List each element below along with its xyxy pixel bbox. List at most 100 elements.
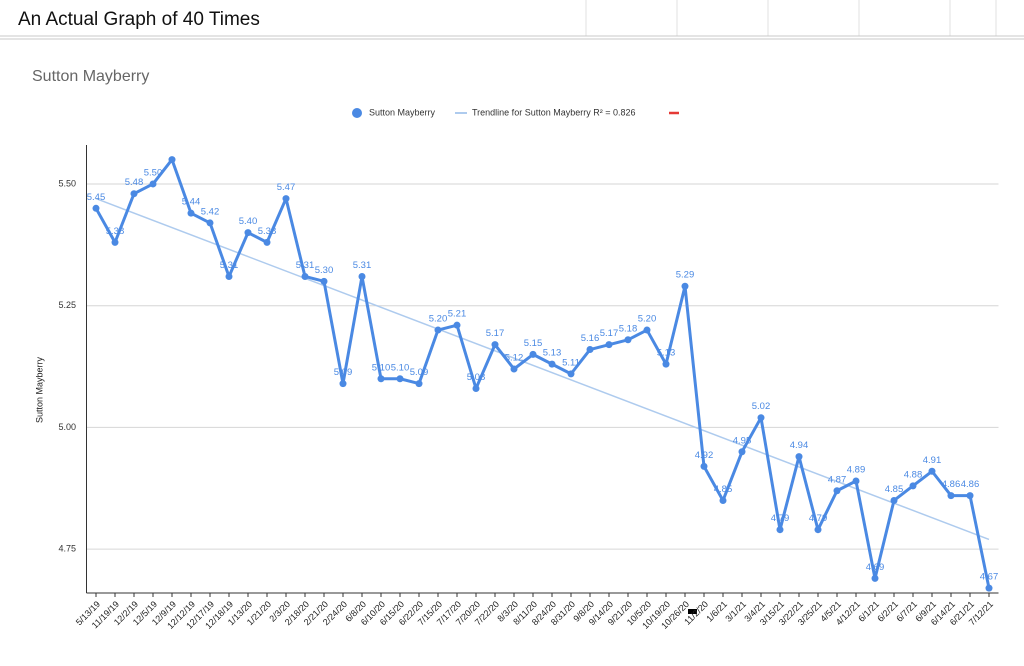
data-label: 5.17	[486, 328, 505, 339]
data-label: 5.30	[315, 265, 334, 276]
data-point	[168, 156, 176, 164]
data-point	[206, 219, 214, 227]
data-point	[529, 350, 537, 358]
data-label: 5.31	[353, 260, 372, 271]
data-point	[738, 448, 746, 456]
data-point	[795, 453, 803, 461]
data-point	[605, 341, 613, 349]
data-label: 5.10	[372, 362, 391, 373]
legend-marker	[352, 108, 362, 118]
data-label: 5.18	[619, 323, 638, 334]
cursor-marker	[688, 609, 697, 614]
data-label: 5.10	[391, 362, 410, 373]
data-label: 5.13	[657, 348, 676, 359]
data-label: 5.29	[676, 270, 695, 281]
data-point	[491, 341, 499, 349]
data-point	[320, 277, 328, 285]
data-point	[111, 238, 119, 246]
data-point	[852, 477, 860, 485]
data-label: 4.86	[961, 479, 980, 490]
data-label: 5.31	[220, 260, 239, 271]
data-point	[700, 462, 708, 470]
data-point	[833, 487, 841, 495]
data-point	[871, 574, 879, 582]
data-point	[263, 238, 271, 246]
data-label: 4.94	[790, 440, 809, 451]
data-label: 5.40	[239, 216, 258, 227]
data-label: 5.02	[752, 401, 771, 412]
data-label: 4.92	[695, 450, 714, 461]
data-label: 5.48	[125, 177, 144, 188]
data-point	[434, 326, 442, 334]
data-point	[415, 380, 423, 388]
data-point	[928, 467, 936, 475]
y-tick-label: 5.00	[58, 422, 76, 432]
data-label: 5.08	[467, 372, 486, 383]
data-point	[890, 496, 898, 504]
data-point	[662, 360, 670, 368]
data-point	[624, 336, 632, 344]
y-tick-label: 5.50	[58, 178, 76, 188]
data-label: 5.17	[600, 328, 619, 339]
data-label: 5.45	[87, 192, 106, 203]
data-point	[92, 204, 100, 212]
data-label: 5.15	[524, 338, 543, 349]
data-point	[947, 492, 955, 500]
data-point	[757, 414, 765, 422]
data-label: 4.87	[828, 474, 847, 485]
data-point	[719, 496, 727, 504]
data-label: 4.85	[885, 484, 904, 495]
data-label: 4.85	[714, 484, 733, 495]
data-label: 5.50	[144, 167, 163, 178]
data-label: 5.47	[277, 182, 296, 193]
chart-title: Sutton Mayberry	[32, 68, 149, 85]
data-point	[909, 482, 917, 490]
data-point	[244, 229, 252, 237]
data-label: 4.69	[866, 562, 885, 573]
data-point	[301, 272, 309, 280]
data-point	[681, 282, 689, 290]
data-label: 5.16	[581, 333, 600, 344]
y-tick-label: 5.25	[58, 300, 76, 310]
data-point	[453, 321, 461, 329]
data-label: 5.38	[258, 226, 277, 237]
data-point	[339, 380, 347, 388]
data-label: 4.95	[733, 435, 752, 446]
data-point	[396, 375, 404, 383]
data-point	[149, 180, 157, 188]
data-point	[282, 195, 290, 203]
data-point	[548, 360, 556, 368]
data-label: 4.79	[809, 513, 828, 524]
data-label: 5.12	[505, 353, 524, 364]
data-label: 5.09	[410, 367, 429, 378]
data-label: 5.42	[201, 206, 220, 217]
data-label: 5.09	[334, 367, 353, 378]
data-point	[510, 365, 518, 373]
data-point	[814, 526, 822, 534]
data-label: 5.11	[562, 357, 580, 368]
data-label: 5.20	[429, 314, 448, 325]
data-point	[472, 384, 480, 392]
data-label: 5.20	[638, 314, 657, 325]
data-point	[586, 346, 594, 354]
data-label: 5.13	[543, 348, 562, 359]
data-point	[776, 526, 784, 534]
sheet-grid	[0, 0, 1024, 40]
legend-label: Trendline for Sutton Mayberry R² = 0.826	[472, 107, 636, 117]
data-point	[187, 209, 195, 217]
y-axis-title: Sutton Mayberry	[34, 356, 44, 423]
data-point	[567, 370, 575, 378]
data-label: 4.67	[980, 572, 999, 583]
data-label: 4.91	[923, 455, 942, 466]
data-label: 4.88	[904, 469, 923, 480]
data-point	[643, 326, 651, 334]
data-label: 4.86	[942, 479, 961, 490]
data-label: 5.31	[296, 260, 315, 271]
series-line	[94, 158, 991, 589]
data-point	[225, 272, 233, 280]
trendline	[95, 197, 990, 541]
y-tick-label: 4.75	[58, 544, 76, 554]
data-point	[985, 584, 993, 592]
